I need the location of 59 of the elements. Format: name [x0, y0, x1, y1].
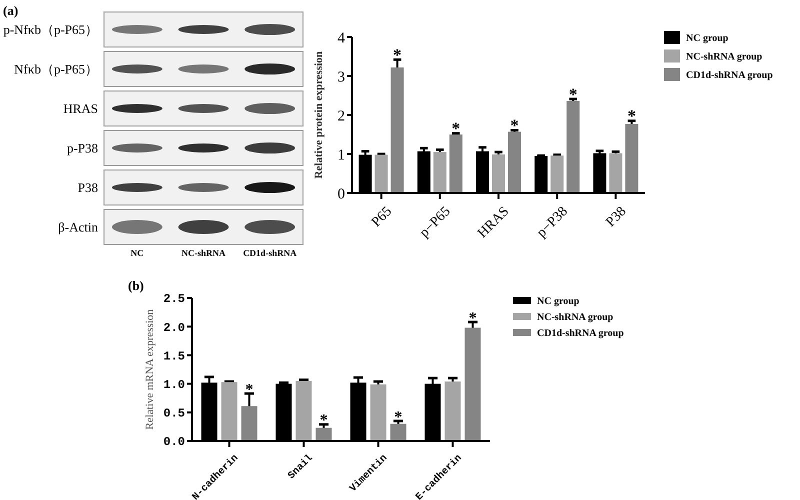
bar	[390, 67, 404, 193]
bar	[566, 100, 580, 193]
y-axis-title: Relative mRNA expression	[144, 308, 156, 430]
bar	[370, 384, 386, 441]
y-tick-label: 2.0	[163, 320, 185, 335]
y-tick-label: 2	[338, 108, 345, 124]
y-axis-title: Relative protein expression	[313, 51, 325, 179]
annotation: *	[452, 119, 460, 138]
text: p-Nfκb（p-P65）	[3, 22, 98, 38]
category-label: NC-shRNA	[181, 248, 226, 258]
bar	[508, 132, 521, 193]
text: β-Actin	[58, 220, 98, 235]
legend-label: CD1d-shRNA group	[537, 328, 624, 339]
bar	[221, 382, 238, 441]
bar	[433, 152, 446, 193]
legend-label: CD1d-shRNA group	[686, 70, 774, 81]
y-tick-label: 1.5	[163, 349, 185, 364]
annotation: *	[568, 84, 578, 104]
annotation: *	[394, 408, 402, 426]
annotation: *	[393, 45, 402, 64]
y-tick-label: 2.5	[163, 292, 185, 306]
y-tick-label: 1.0	[163, 378, 185, 392]
bar	[374, 154, 388, 193]
legend-label: NC group	[537, 296, 580, 307]
bar	[609, 153, 622, 193]
bar	[464, 328, 481, 441]
bar	[444, 382, 461, 441]
y-tick-label: 0.5	[163, 406, 185, 421]
y-tick-label: 4	[338, 30, 346, 46]
bar	[241, 406, 258, 441]
text: (a)	[3, 3, 18, 18]
bar	[390, 424, 406, 441]
text: P38	[78, 180, 98, 196]
chart-title: (b)	[128, 278, 144, 293]
annotation: *	[510, 116, 519, 136]
bar	[625, 124, 638, 193]
x-tick-label: P65	[369, 204, 396, 230]
text: Nfκb（p-P65）	[14, 62, 98, 77]
annotation: *	[468, 310, 477, 327]
y-tick-label: 0.0	[163, 435, 185, 450]
annotation: *	[320, 412, 328, 430]
annotation: *	[627, 106, 636, 126]
legend-label: NC-shRNA group	[686, 52, 763, 62]
category-label: NC	[130, 248, 144, 258]
category-label: CD1d-shRNA	[243, 248, 298, 258]
text: p-P38	[66, 140, 98, 156]
bar	[316, 428, 332, 441]
bar	[492, 154, 505, 193]
legend-label: NC-shRNA group	[537, 312, 614, 323]
bar	[449, 134, 462, 193]
text: HRAS	[63, 101, 98, 116]
annotation: *	[245, 381, 254, 398]
bar	[550, 156, 564, 193]
y-tick-label: 1	[338, 147, 345, 164]
y-tick-label: 0	[338, 186, 345, 202]
y-tick-label: 3	[338, 69, 345, 86]
legend-label: NC group	[686, 33, 729, 44]
x-tick-label: P38	[603, 204, 630, 230]
bar	[296, 380, 312, 441]
